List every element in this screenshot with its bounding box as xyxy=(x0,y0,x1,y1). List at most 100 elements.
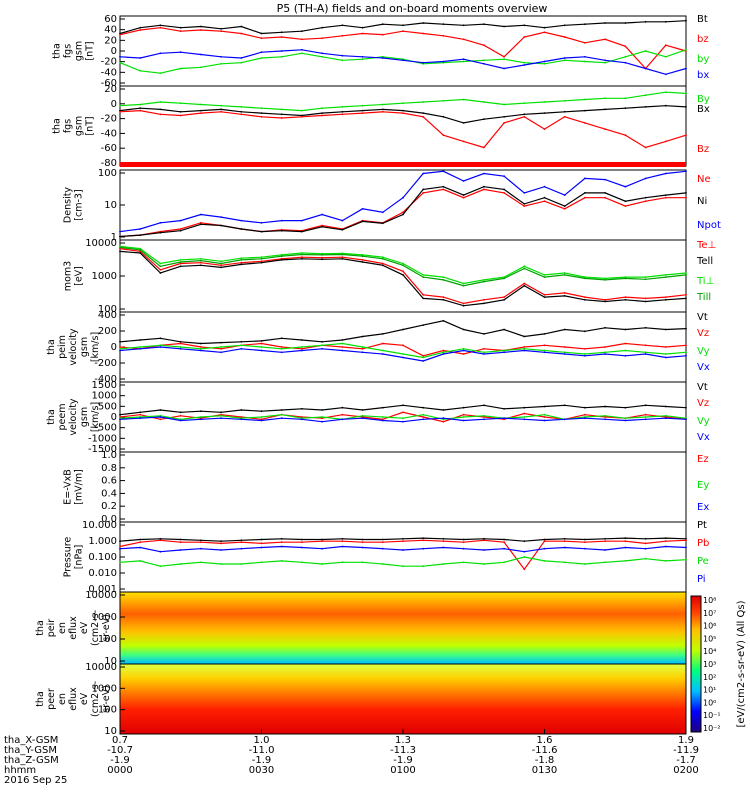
data-point-1-2-18 xyxy=(483,59,485,61)
data-point-6-3-22 xyxy=(564,418,566,420)
colorbar-tick-1: 10⁷ xyxy=(703,609,716,618)
data-point-1-0-6 xyxy=(240,26,242,28)
data-point-4-1-13 xyxy=(382,264,384,266)
data-point-5-0-7 xyxy=(261,340,263,342)
data-point-8-3-25 xyxy=(625,547,627,549)
data-point-4-2-3 xyxy=(180,259,182,261)
data-point-8-0-27 xyxy=(665,537,667,539)
data-point-4-3-22 xyxy=(564,274,566,276)
data-point-8-2-4 xyxy=(200,561,202,563)
data-point-4-1-26 xyxy=(645,301,647,303)
date-label: 2016 Sep 25 xyxy=(4,775,67,786)
data-point-1-1-1 xyxy=(139,29,141,31)
data-point-5-0-23 xyxy=(584,330,586,332)
data-point-4-1-19 xyxy=(503,299,505,301)
data-point-3-0-22 xyxy=(564,208,566,210)
ylabel-7-1: [mV/m] xyxy=(74,469,85,505)
data-point-2-1-7 xyxy=(261,112,263,114)
data-point-8-0-15 xyxy=(422,537,424,539)
legend-4-0: Te⊥ xyxy=(696,240,716,251)
data-point-1-3-4 xyxy=(200,54,202,56)
data-point-8-1-0 xyxy=(119,546,121,548)
data-point-5-0-9 xyxy=(301,339,303,341)
data-point-3-1-23 xyxy=(584,192,586,194)
data-point-5-0-26 xyxy=(645,327,647,329)
data-point-5-3-7 xyxy=(261,350,263,352)
data-point-3-1-16 xyxy=(443,186,445,188)
data-point-2-1-17 xyxy=(463,122,465,124)
data-point-8-0-14 xyxy=(402,538,404,540)
data-point-2-2-25 xyxy=(625,134,627,136)
data-point-4-0-6 xyxy=(240,262,242,264)
data-point-6-0-12 xyxy=(362,409,364,411)
data-point-5-2-23 xyxy=(584,353,586,355)
data-point-6-3-28 xyxy=(685,418,687,420)
data-point-4-3-24 xyxy=(604,279,606,281)
data-point-5-0-16 xyxy=(443,320,445,322)
data-point-1-0-13 xyxy=(382,23,384,25)
data-point-5-2-25 xyxy=(625,350,627,352)
data-point-4-1-10 xyxy=(321,258,323,260)
data-point-8-3-22 xyxy=(564,547,566,549)
data-point-8-2-15 xyxy=(422,565,424,567)
data-point-1-0-28 xyxy=(685,20,687,22)
data-point-2-0-3 xyxy=(180,102,182,104)
data-point-8-0-7 xyxy=(261,539,263,541)
data-point-2-0-2 xyxy=(160,101,162,103)
data-point-4-3-28 xyxy=(685,274,687,276)
data-point-1-0-27 xyxy=(665,21,667,23)
data-point-8-0-10 xyxy=(321,539,323,541)
plot-title: P5 (TH-A) fields and on-board moments ov… xyxy=(277,2,548,15)
data-point-8-0-11 xyxy=(342,538,344,540)
data-point-1-3-23 xyxy=(584,56,586,58)
data-point-8-3-11 xyxy=(342,546,344,548)
data-point-8-3-2 xyxy=(160,551,162,553)
data-point-3-2-1 xyxy=(139,228,141,230)
data-point-8-2-19 xyxy=(503,561,505,563)
data-point-1-3-8 xyxy=(281,50,283,52)
data-point-1-0-9 xyxy=(301,30,303,32)
data-point-1-3-14 xyxy=(402,59,404,61)
data-point-3-0-20 xyxy=(523,205,525,207)
ytick-2-3: -40 xyxy=(101,128,117,139)
data-point-4-0-10 xyxy=(321,257,323,259)
data-point-1-3-26 xyxy=(645,68,647,70)
data-point-4-3-17 xyxy=(463,285,465,287)
data-point-3-2-25 xyxy=(625,186,627,188)
data-point-8-1-21 xyxy=(544,540,546,542)
data-point-1-0-3 xyxy=(180,27,182,29)
ylabel-10-5: (cm2-s- xyxy=(90,681,101,717)
data-point-6-2-17 xyxy=(463,416,465,418)
data-point-3-2-27 xyxy=(665,173,667,175)
data-point-1-1-6 xyxy=(240,33,242,35)
data-point-2-2-14 xyxy=(402,112,404,114)
data-point-3-2-18 xyxy=(483,173,485,175)
data-point-5-3-20 xyxy=(523,350,525,352)
data-point-8-0-1 xyxy=(139,539,141,541)
data-point-2-2-18 xyxy=(483,147,485,149)
legend-3-0: Ne xyxy=(697,174,711,185)
data-point-2-2-27 xyxy=(665,141,667,143)
data-point-8-3-26 xyxy=(645,548,647,550)
data-point-8-3-4 xyxy=(200,548,202,550)
data-point-5-3-12 xyxy=(362,351,364,353)
data-point-5-3-26 xyxy=(645,353,647,355)
data-point-2-1-26 xyxy=(645,106,647,108)
data-point-6-3-21 xyxy=(544,420,546,422)
data-point-5-1-3 xyxy=(180,343,182,345)
ytick-7-1: 0.8 xyxy=(101,463,117,474)
data-point-4-1-24 xyxy=(604,301,606,303)
data-point-3-2-21 xyxy=(544,186,546,188)
data-point-4-1-23 xyxy=(584,299,586,301)
data-point-6-3-14 xyxy=(402,421,404,423)
data-point-3-2-5 xyxy=(220,216,222,218)
data-point-6-3-4 xyxy=(200,418,202,420)
data-point-4-2-20 xyxy=(523,265,525,267)
data-point-8-0-8 xyxy=(281,538,283,540)
data-point-6-0-5 xyxy=(220,411,222,413)
data-point-2-2-23 xyxy=(584,122,586,124)
ylabel-3-0: Density xyxy=(63,187,74,223)
data-point-6-0-26 xyxy=(645,404,647,406)
data-point-8-1-9 xyxy=(301,541,303,543)
data-point-4-1-11 xyxy=(342,258,344,260)
